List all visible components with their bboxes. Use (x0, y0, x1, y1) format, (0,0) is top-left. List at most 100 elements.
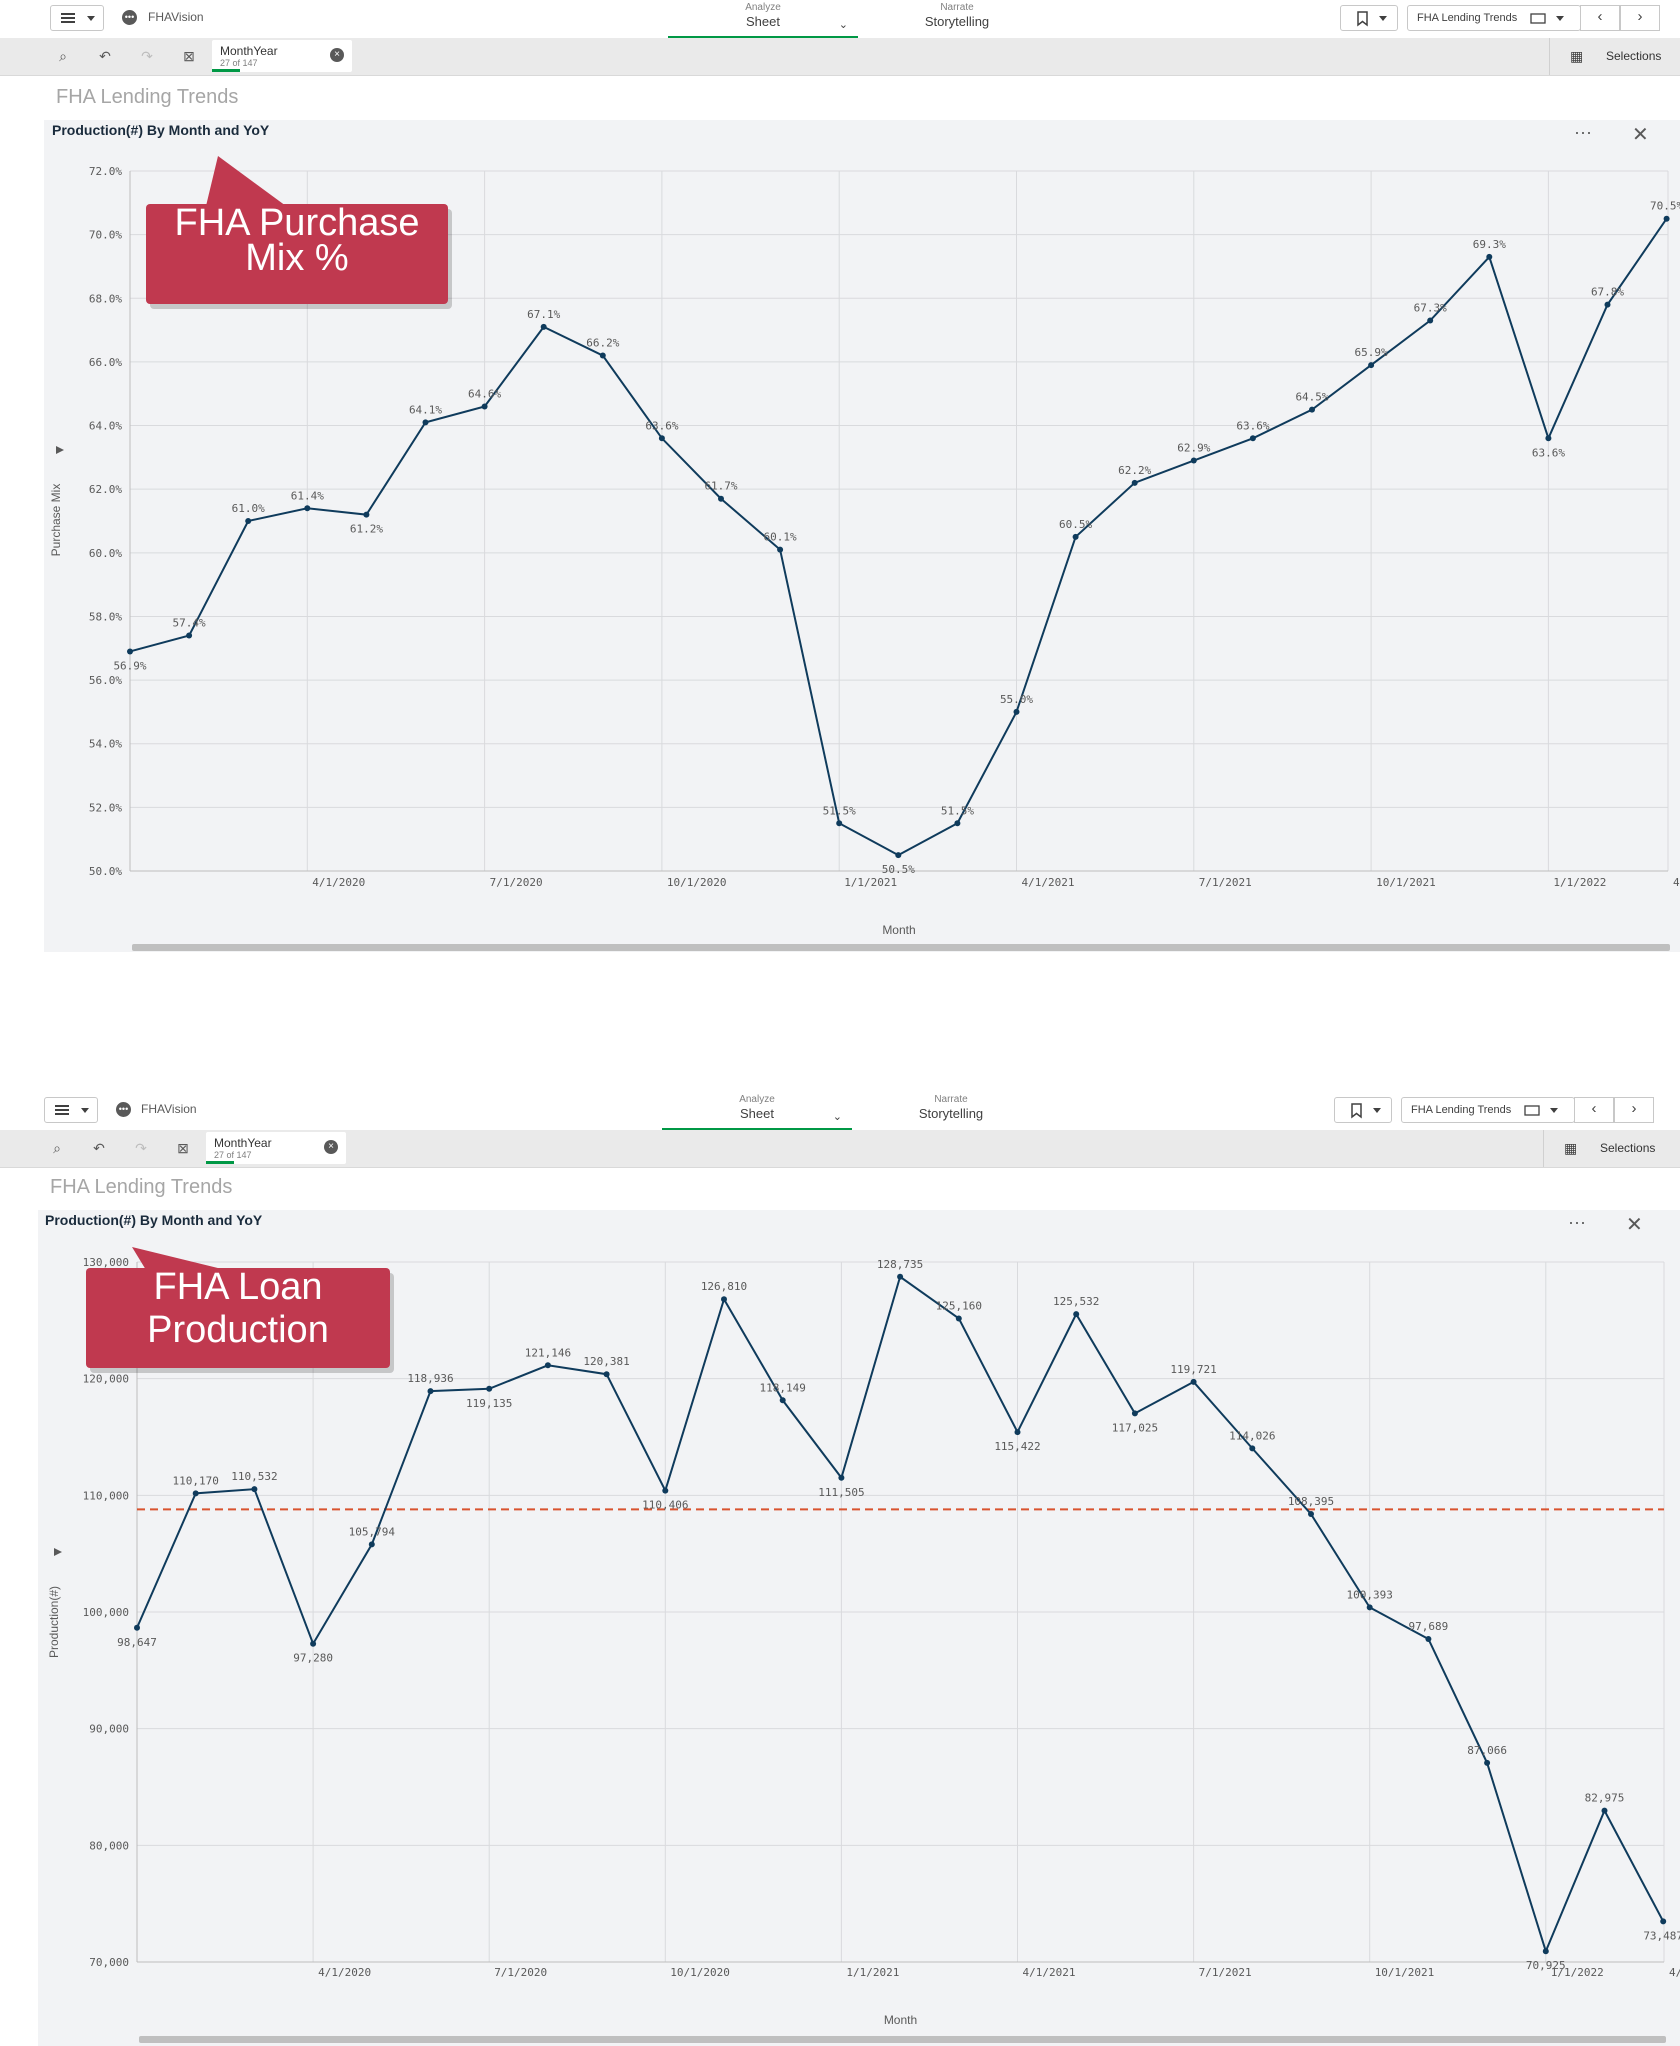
next-sheet-button[interactable]: › (1620, 5, 1660, 31)
horizontal-scrollbar[interactable] (139, 2036, 1666, 2043)
data-point (1308, 1511, 1314, 1518)
app-name[interactable]: FHAVision (148, 10, 204, 24)
x-tick-label: 4/1/2020 (318, 1966, 371, 1979)
close-icon[interactable]: ✕ (1626, 1214, 1643, 1236)
callout-box (86, 1268, 390, 1368)
data-point (1427, 317, 1434, 324)
selections-tool-button[interactable]: ▦ Selections (1549, 38, 1680, 75)
selection-count: 27 of 147 (220, 58, 258, 68)
chevron-down-icon[interactable]: ⌄ (838, 19, 848, 31)
y-tick-label: 64.0% (89, 420, 122, 433)
tab-analyze[interactable]: Analyze Sheet ⌄ (668, 2, 858, 38)
data-point (363, 511, 370, 518)
previous-sheet-button[interactable]: ‹ (1580, 5, 1620, 31)
sheet-icon (1530, 13, 1564, 24)
top-toolbar: ••• FHAVision Analyze Sheet ⌄ Narrate St… (0, 0, 1680, 39)
data-point (127, 648, 133, 655)
sheet-selector[interactable]: FHA Lending Trends (1407, 5, 1581, 31)
tab-analyze[interactable]: Analyze Sheet ⌄ (662, 1094, 852, 1130)
data-point (895, 852, 902, 859)
x-tick-label: 4/1/2021 (1022, 876, 1075, 889)
sheet-title: FHA Lending Trends (50, 1176, 233, 1198)
data-label: 61.4% (291, 489, 324, 502)
clear-all-icon[interactable]: ⊠ (177, 1140, 189, 1156)
data-point (1190, 1378, 1197, 1385)
data-label: 50.5% (882, 863, 915, 876)
callout-line-1: FHA Purchase (175, 202, 420, 244)
data-point (1601, 1807, 1608, 1814)
data-point (1249, 1445, 1256, 1452)
data-point (1014, 1429, 1021, 1436)
tab-narrate[interactable]: Narrate Storytelling (856, 1094, 1046, 1130)
x-tick-label: 1/1/2022 (1553, 876, 1606, 889)
callout-pointer (206, 156, 286, 206)
loan-production-chart: 70,000 80,000 90,000 100,000 110,000 120,000 1… (47, 1247, 1680, 2043)
previous-sheet-button[interactable]: ‹ (1574, 1097, 1614, 1123)
x-tick-label: 10/1/2021 (1375, 1966, 1435, 1979)
step-forward-icon[interactable]: ↷ (135, 1140, 147, 1156)
clear-selection-icon[interactable]: × (324, 1140, 338, 1154)
selections-tool-button[interactable]: ▦ Selections (1543, 1130, 1674, 1167)
data-point (192, 1490, 199, 1497)
step-back-icon[interactable]: ↶ (93, 1140, 105, 1156)
bookmark-button[interactable] (1340, 5, 1398, 31)
close-icon[interactable]: ✕ (1632, 124, 1649, 146)
y-tick-label: 100,000 (83, 1606, 129, 1619)
x-tick-label: 7/1/2021 (1199, 1966, 1252, 1979)
data-label: 118,936 (407, 1372, 453, 1385)
data-label: 108,395 (1288, 1495, 1334, 1508)
sheet-selector[interactable]: FHA Lending Trends (1401, 1097, 1575, 1123)
smart-search-icon[interactable]: ⌕ (53, 1140, 61, 1156)
data-label: 67.1% (527, 308, 560, 321)
more-options-icon[interactable]: ··· (1574, 122, 1592, 142)
data-point (836, 820, 843, 827)
smart-search-icon[interactable]: ⌕ (59, 48, 67, 64)
axis-expand-icon (54, 1548, 62, 1556)
x-tick-label: 7/1/2021 (1199, 876, 1252, 889)
data-point (897, 1273, 904, 1280)
data-label: 51.5% (941, 804, 974, 817)
data-point (134, 1624, 140, 1631)
series-line (136, 1275, 1665, 1955)
clear-selection-icon[interactable]: × (330, 48, 344, 62)
bookmark-icon (1351, 1103, 1381, 1119)
main-menu-button[interactable] (50, 5, 104, 31)
data-point (1190, 457, 1197, 464)
data-point (251, 1486, 258, 1493)
more-options-icon[interactable]: ··· (1568, 1212, 1586, 1232)
selection-chip[interactable]: MonthYear 27 of 147 × (206, 1132, 346, 1164)
x-tick-label: 1/1/2021 (844, 876, 897, 889)
y-tick-label: 70.0% (89, 229, 122, 242)
data-label: 97,280 (293, 1652, 333, 1665)
data-point (1486, 253, 1493, 260)
x-tick-label: 4/1/2022 (1673, 876, 1680, 889)
step-forward-icon[interactable]: ↷ (141, 48, 153, 64)
data-point (1131, 479, 1138, 486)
selection-field: MonthYear (220, 44, 278, 58)
data-label: 63.6% (645, 419, 678, 432)
step-back-icon[interactable]: ↶ (99, 48, 111, 64)
data-label: 61.2% (350, 523, 383, 536)
horizontal-scrollbar[interactable] (132, 944, 1670, 951)
y-tick-label: 70,000 (89, 1956, 129, 1969)
bookmark-icon (1357, 11, 1387, 27)
bookmark-button[interactable] (1334, 1097, 1392, 1123)
y-tick-label: 56.0% (89, 674, 122, 687)
data-label: 97,689 (1409, 1620, 1449, 1633)
selection-chip[interactable]: MonthYear 27 of 147 × (212, 40, 352, 72)
tab-analyze-caption: Analyze (745, 2, 781, 13)
data-label: 110,406 (642, 1499, 688, 1512)
tab-narrate[interactable]: Narrate Storytelling (862, 2, 1052, 38)
callout-line-2: Mix % (245, 237, 348, 279)
clear-all-icon[interactable]: ⊠ (183, 48, 195, 64)
data-point (718, 495, 724, 502)
next-sheet-button[interactable]: › (1614, 1097, 1654, 1123)
chevron-down-icon[interactable]: ⌄ (832, 1111, 842, 1123)
tab-analyze-caption: Analyze (739, 1094, 775, 1105)
data-point (1072, 533, 1079, 540)
data-point (658, 435, 665, 442)
data-point (1368, 362, 1375, 369)
app-name[interactable]: FHAVision (141, 1102, 197, 1116)
main-menu-button[interactable] (44, 1097, 98, 1123)
data-label: 70,925 (1526, 1959, 1566, 1972)
